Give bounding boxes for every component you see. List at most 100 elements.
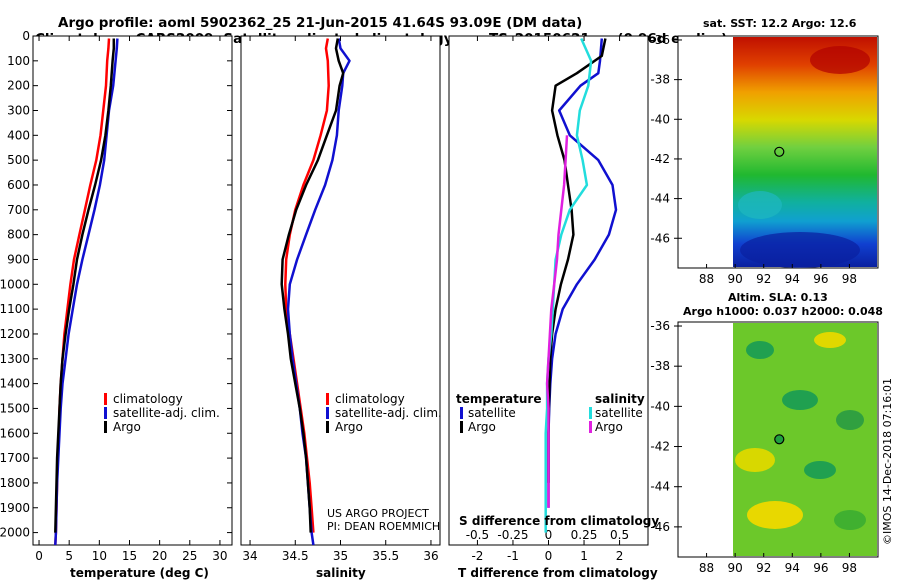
legend-swatch-s-argo bbox=[589, 421, 592, 433]
sst-map-lon-label: 94 bbox=[785, 272, 800, 286]
sst-map-lon-label: 90 bbox=[728, 272, 743, 286]
difference-xlabel: T difference from climatology bbox=[458, 566, 658, 580]
sla-low-patch bbox=[782, 390, 818, 410]
sst-color-field bbox=[733, 37, 877, 267]
sst-map-lat-label: -42 bbox=[650, 152, 670, 166]
temperature-plot-frame bbox=[32, 35, 233, 546]
sla-argo-marker-group bbox=[774, 434, 785, 445]
sla-map-title-line1: Altim. SLA: 0.13 bbox=[728, 291, 828, 304]
salinity-xtick-label: 34 bbox=[242, 549, 257, 563]
sla-map: Altim. SLA: 0.13 Argo h1000: 0.037 h2000… bbox=[650, 291, 883, 575]
sla-high-patch bbox=[747, 501, 803, 529]
salinity-xtick-label: 36 bbox=[423, 549, 438, 563]
sla-map-lon-label: 92 bbox=[756, 561, 771, 575]
sla-map-lon-label: 88 bbox=[699, 561, 714, 575]
sst-cold-patch bbox=[740, 232, 860, 268]
sst-map-lon-label: 96 bbox=[813, 272, 828, 286]
sst-map-lat-label: -46 bbox=[650, 231, 670, 245]
legend-label-t-argo: Argo bbox=[468, 420, 496, 434]
sla-high-patch bbox=[735, 448, 775, 472]
sla-map-lon-label: 96 bbox=[813, 561, 828, 575]
difference-lines bbox=[544, 37, 618, 533]
depth-tick-label: 1700 bbox=[0, 451, 30, 465]
sla-map-lat-label: -42 bbox=[650, 440, 670, 454]
temperature-legend: climatology satellite-adj. clim. Argo bbox=[104, 392, 220, 434]
legend-label-s-argo: Argo bbox=[595, 420, 623, 434]
sla-map-lat-label: -40 bbox=[650, 399, 670, 413]
depth-tick-label: 1200 bbox=[0, 327, 30, 341]
sla-map-lon-label: 98 bbox=[842, 561, 857, 575]
legend-swatch-argo bbox=[326, 421, 329, 433]
temperature-xtick-label: 0 bbox=[35, 549, 43, 563]
salinity-plot-frame bbox=[240, 35, 441, 546]
salinity-xtick-label: 34.5 bbox=[282, 549, 309, 563]
sla-low-patch bbox=[834, 510, 866, 530]
temperature-xtick-label: 30 bbox=[212, 549, 227, 563]
sst-map-title: sat. SST: 12.2 Argo: 12.6 bbox=[703, 17, 857, 30]
legend-swatch-climatology bbox=[104, 393, 107, 405]
salinity-xtick-label: 35.5 bbox=[372, 549, 399, 563]
difference-axis-ticks: -2 -1 0 1 2 -0.5 -0.25 0 0.25 0.5 bbox=[466, 36, 629, 563]
difference-xtick-label: 0 bbox=[545, 549, 553, 563]
sla-map-lat-label: -44 bbox=[650, 480, 670, 494]
sla-low-patch bbox=[804, 461, 836, 479]
temperature-xtick-label: 10 bbox=[92, 549, 107, 563]
temperature-axis-ticks: 0100200300400500600700800900100011001200… bbox=[0, 29, 232, 563]
depth-tick-label: 900 bbox=[7, 252, 30, 266]
depth-tick-label: 300 bbox=[7, 103, 30, 117]
sla-map-title-line2: Argo h1000: 0.037 h2000: 0.048 bbox=[683, 305, 883, 318]
sst-map-lat-label: -38 bbox=[650, 73, 670, 87]
depth-tick-label: 2000 bbox=[0, 526, 30, 540]
legend-swatch-argo bbox=[104, 421, 107, 433]
difference-xtick-label: 1 bbox=[580, 549, 588, 563]
sla-map-argo-marker bbox=[774, 434, 785, 445]
legend-label-t-satellite: satellite bbox=[468, 406, 516, 420]
sdiff-tick-label: -0.5 bbox=[466, 528, 489, 542]
temperature-series-argo bbox=[54, 38, 116, 533]
temperature-xtick-label: 20 bbox=[152, 549, 167, 563]
legend-title-temperature: temperature bbox=[456, 392, 541, 406]
difference-top-xlabel: S difference from climatology bbox=[459, 514, 659, 528]
sla-map-lat-label: -36 bbox=[650, 319, 670, 333]
depth-tick-label: 200 bbox=[7, 79, 30, 93]
salinity-series-argo bbox=[280, 38, 345, 533]
salinity-lines bbox=[280, 38, 351, 545]
legend-label-satellite: satellite-adj. clim. bbox=[335, 406, 442, 420]
temperature-xtick-label: 15 bbox=[122, 549, 137, 563]
sla-map-lon-label: 90 bbox=[728, 561, 743, 575]
depth-tick-label: 1000 bbox=[0, 277, 30, 291]
temperature-lines bbox=[54, 38, 119, 545]
sst-warm-patch bbox=[810, 46, 870, 74]
legend-swatch-climatology bbox=[326, 393, 329, 405]
temperature-xtick-label: 5 bbox=[65, 549, 73, 563]
depth-tick-label: 1800 bbox=[0, 476, 30, 490]
depth-tick-label: 500 bbox=[7, 153, 30, 167]
sla-map-lat-label: -46 bbox=[650, 520, 670, 534]
sla-map-lat-label: -38 bbox=[650, 359, 670, 373]
sst-map-lon-label: 92 bbox=[756, 272, 771, 286]
sst-map-lat-label: -36 bbox=[650, 33, 670, 47]
depth-tick-label: 0 bbox=[22, 29, 30, 43]
depth-tick-label: 600 bbox=[7, 178, 30, 192]
legend-swatch-t-satellite bbox=[460, 407, 463, 419]
depth-tick-label: 1100 bbox=[0, 302, 30, 316]
legend-swatch-t-argo bbox=[460, 421, 463, 433]
legend-label-climatology: climatology bbox=[335, 392, 405, 406]
difference-xtick-label: -1 bbox=[507, 549, 519, 563]
sst-map-lon-label: 88 bbox=[699, 272, 714, 286]
difference-xtick-label: 2 bbox=[616, 549, 624, 563]
temperature-xtick-label: 25 bbox=[182, 549, 197, 563]
sdiff-tick-label: 0.5 bbox=[610, 528, 629, 542]
salinity-axis-ticks: 34 34.5 35 35.5 36 bbox=[242, 36, 439, 563]
depth-tick-label: 100 bbox=[7, 54, 30, 68]
legend-title-salinity: salinity bbox=[595, 392, 645, 406]
imos-timestamp: ©IMOS 14-Dec-2018 07:16:01 bbox=[881, 378, 894, 545]
depth-tick-label: 1600 bbox=[0, 426, 30, 440]
pi-annotation: PI: DEAN ROEMMICH bbox=[327, 520, 440, 533]
sla-low-patch bbox=[746, 341, 774, 359]
legend-label-climatology: climatology bbox=[113, 392, 183, 406]
figure-title-line1: Argo profile: aoml 5902362_25 21-Jun-201… bbox=[58, 15, 582, 31]
legend-swatch-s-satellite bbox=[589, 407, 592, 419]
sla-map-lon-label: 94 bbox=[785, 561, 800, 575]
